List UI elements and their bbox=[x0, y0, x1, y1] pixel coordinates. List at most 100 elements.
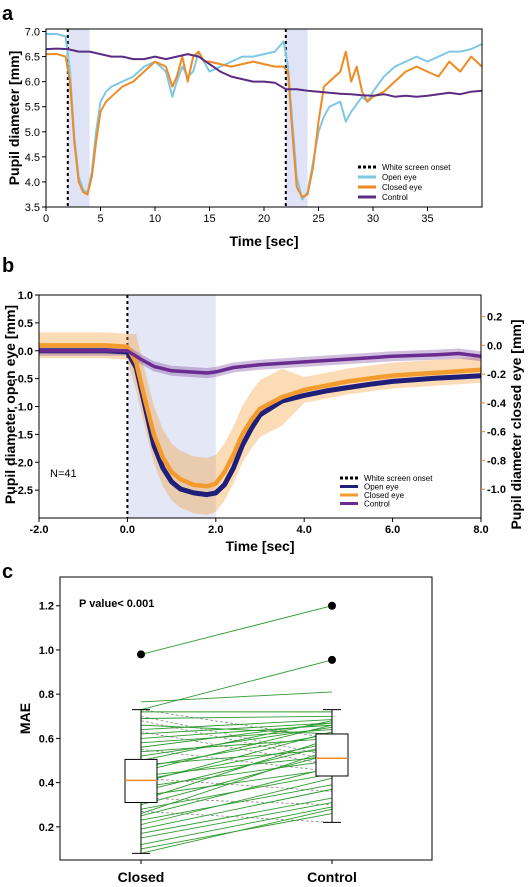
outlier-point bbox=[328, 601, 336, 610]
pair-line-increase bbox=[140, 766, 333, 817]
pair-line-increase bbox=[140, 808, 333, 854]
series-line-control bbox=[39, 349, 482, 375]
legend-label: Control bbox=[382, 193, 408, 202]
pair-line-decrease bbox=[140, 777, 333, 792]
x-tick-label: 2.0 bbox=[208, 524, 223, 536]
y-right-tick-label: 0.0 bbox=[487, 340, 502, 352]
x-tick-label: 0 bbox=[43, 213, 49, 225]
pair-line-increase bbox=[140, 802, 333, 839]
panel-c-letter: c bbox=[2, 561, 13, 583]
legend-label: Open eye bbox=[382, 173, 417, 182]
legend-label: White screen onset bbox=[364, 474, 433, 483]
x-tick-label: -2.0 bbox=[30, 524, 49, 536]
pair-line-increase bbox=[140, 755, 333, 777]
y-tick-label: 4.5 bbox=[25, 152, 40, 164]
y-right-tick-label: 0.2 bbox=[487, 312, 502, 324]
pair-line-increase bbox=[140, 737, 333, 801]
x-category-label: Closed bbox=[118, 869, 165, 885]
p-value-annotation: P value< 0.001 bbox=[79, 598, 154, 610]
panel-b: b -2.0 0.0 2.0 4.0 6.0 8.0 1.0 0.5 0.0 -0.5 -1.0 -1.… bbox=[2, 255, 524, 554]
pair-line-increase bbox=[140, 691, 333, 703]
y-right-tick-label: -0.4 bbox=[487, 398, 507, 410]
legend-label: Control bbox=[364, 500, 390, 509]
y-tick-label: 0.8 bbox=[39, 689, 54, 701]
pair-line-increase bbox=[140, 715, 333, 719]
x-tick-label: 15 bbox=[203, 213, 215, 225]
pair-line-increase bbox=[140, 659, 333, 711]
pair-line-decrease bbox=[140, 810, 333, 823]
x-tick-label: 8.0 bbox=[473, 524, 488, 536]
x-tick-label: 4.0 bbox=[297, 524, 312, 536]
pair-line-increase bbox=[140, 733, 333, 768]
pair-line-increase bbox=[140, 720, 333, 761]
y-right-tick-label: -0.2 bbox=[487, 369, 506, 381]
shaded-span bbox=[67, 29, 90, 207]
y-tick-label: 1.0 bbox=[39, 645, 54, 657]
x-axis-label: Time [sec] bbox=[226, 538, 295, 554]
pair-line-increase bbox=[140, 753, 333, 806]
y-right-tick-label: -1.0 bbox=[487, 484, 506, 496]
y-tick-label: 1.0 bbox=[18, 290, 33, 302]
pair-line-increase bbox=[140, 760, 333, 788]
series-line-closed-eye bbox=[39, 343, 482, 489]
pair-line-increase bbox=[140, 784, 333, 821]
pair-line-increase bbox=[140, 788, 333, 830]
y-tick-label: 0.5 bbox=[18, 318, 33, 330]
y-axis-label: Pupil diameter [mm] bbox=[6, 51, 22, 186]
plot-frame bbox=[59, 576, 433, 861]
pair-line-increase bbox=[140, 724, 333, 772]
pair-line-increase bbox=[140, 749, 333, 814]
series-line-open-eye bbox=[46, 33, 483, 201]
pair-line-increase bbox=[140, 797, 333, 834]
pair-line-increase bbox=[140, 768, 333, 797]
x-tick-label: 25 bbox=[312, 213, 324, 225]
pair-line-increase bbox=[140, 719, 333, 731]
y-tick-label: 1.2 bbox=[39, 601, 54, 613]
legend-label: Open eye bbox=[364, 483, 399, 492]
outlier-point bbox=[137, 650, 145, 659]
y-tick-label: 0.0 bbox=[18, 346, 33, 358]
y-tick-label: 4.0 bbox=[25, 177, 40, 189]
pair-line-increase bbox=[140, 777, 333, 826]
y-tick-label: 6.5 bbox=[25, 52, 40, 64]
y-axis-label: Pupil diameter open eye [mm] bbox=[2, 305, 18, 504]
x-category-label: Control bbox=[307, 869, 357, 885]
y-tick-label: 3.5 bbox=[25, 202, 40, 214]
y-right-tick-label: -0.8 bbox=[487, 455, 506, 467]
pair-line-decrease bbox=[140, 749, 333, 772]
legend-label: White screen onset bbox=[382, 163, 451, 172]
pair-line-decrease bbox=[140, 709, 333, 739]
pair-line-increase bbox=[140, 744, 333, 792]
box-control bbox=[315, 733, 349, 777]
x-axis-label: Time [sec] bbox=[230, 233, 299, 249]
x-tick-label: 6.0 bbox=[385, 524, 400, 536]
pair-line-increase bbox=[140, 731, 333, 784]
y-tick-label: 0.6 bbox=[39, 733, 54, 745]
legend-label: Closed eye bbox=[364, 491, 405, 500]
y-tick-label: 0.2 bbox=[39, 822, 54, 834]
panel-c: c 0.2 0.4 0.6 0.8 1.0 1.2 Closed Control MAE P val… bbox=[2, 561, 433, 885]
pair-line-increase bbox=[140, 605, 333, 655]
x-tick-label: 35 bbox=[421, 213, 433, 225]
y-tick-label: 7.0 bbox=[25, 27, 40, 39]
panel-a-letter: a bbox=[2, 3, 14, 25]
x-tick-label: 5 bbox=[97, 213, 103, 225]
x-tick-label: 10 bbox=[149, 213, 161, 225]
pair-line-increase bbox=[140, 726, 333, 757]
panel-b-letter: b bbox=[2, 255, 14, 277]
x-tick-label: 30 bbox=[367, 213, 379, 225]
y-axis-label: MAE bbox=[17, 703, 33, 734]
series-line-control bbox=[45, 47, 483, 98]
x-tick-label: 0.0 bbox=[120, 524, 135, 536]
panel-a: a 0 5 10 15 20 25 30 35 3.5 4.0 4.5 5.0 5.5 6.0 6.5 7.0 T… bbox=[2, 3, 483, 249]
y-tick-label: -2.5 bbox=[14, 485, 33, 497]
y-tick-label: -1.0 bbox=[14, 402, 33, 414]
outlier-point bbox=[328, 655, 336, 664]
pair-line-increase bbox=[140, 722, 333, 735]
y-tick-label: -2.0 bbox=[14, 457, 33, 469]
y-tick-label: -1.5 bbox=[14, 429, 33, 441]
x-tick-label: 20 bbox=[258, 213, 270, 225]
y-tick-label: 5.0 bbox=[25, 127, 40, 139]
y-right-axis-label: Pupil diameter closed eye [mm] bbox=[508, 319, 524, 529]
